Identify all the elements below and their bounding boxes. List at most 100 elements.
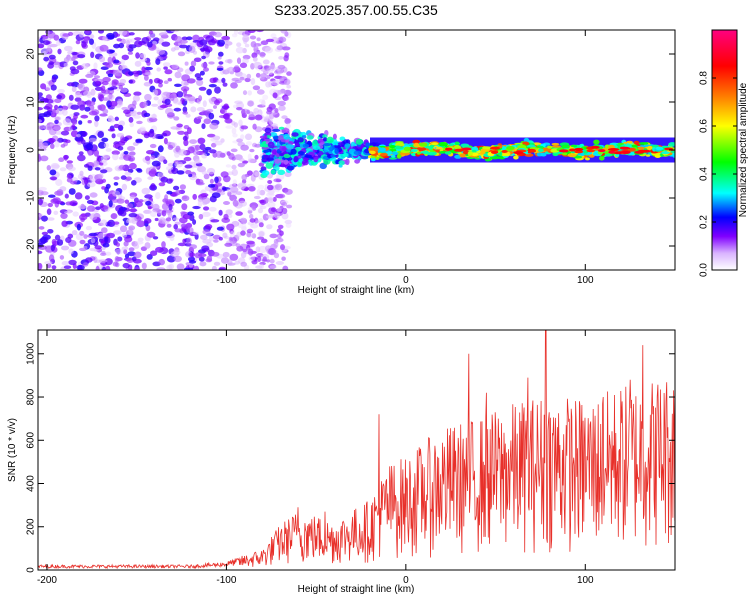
spectrogram-blob	[192, 205, 201, 210]
spectrogram-blob	[143, 218, 152, 224]
spectrogram-blob	[231, 169, 238, 176]
spectrogram-blob	[87, 205, 96, 212]
spectrogram-blob	[107, 117, 116, 123]
spectrogram-blob	[257, 207, 264, 214]
spectrogram-blob	[116, 133, 125, 138]
spectrogram-blob	[181, 203, 188, 211]
spectrogram-blob	[242, 90, 248, 96]
spectrogram-blob	[192, 193, 197, 200]
spectrogram-blob	[192, 231, 199, 236]
spectrogram-blob	[173, 255, 182, 263]
spectrogram-xtick-label: -200	[37, 275, 57, 286]
snr-series-line	[38, 330, 675, 570]
spectrogram-blob	[280, 159, 285, 163]
figure-title: S233.2025.357.00.55.C35	[274, 2, 438, 18]
spectrogram-blob	[113, 230, 122, 235]
spectrogram-blob	[247, 100, 254, 107]
spectrogram-blob	[56, 94, 62, 100]
spectrogram-blob	[365, 142, 370, 149]
spectrogram-blob	[192, 34, 200, 42]
spectrogram-blob	[111, 133, 116, 139]
spectrogram-blob	[286, 204, 293, 209]
spectrogram-blob	[470, 146, 479, 152]
spectrogram-blob	[174, 228, 183, 233]
spectrogram-blob	[113, 176, 120, 180]
spectrogram-blob	[183, 81, 189, 86]
spectrogram-blob	[301, 135, 307, 139]
spectrogram-ytick-label: 0	[26, 147, 37, 153]
spectrogram-blob	[88, 232, 98, 237]
spectrogram-blob	[128, 32, 135, 36]
spectrogram-blob	[77, 54, 86, 59]
spectrogram-blob	[54, 119, 59, 124]
spectrogram-blob	[323, 137, 328, 142]
spectrogram-blob	[203, 118, 212, 125]
spectrogram-blob	[223, 213, 229, 220]
spectrogram-blob	[416, 151, 421, 155]
spectrogram-blob	[50, 143, 55, 149]
spectrogram-blob	[67, 233, 74, 239]
spectrogram-blob	[216, 188, 223, 193]
spectrogram-blob	[256, 89, 265, 95]
spectrogram-blob	[283, 159, 289, 165]
spectrogram-blob	[164, 69, 173, 75]
spectrogram-blob	[88, 110, 98, 116]
spectrogram-blob	[174, 161, 183, 168]
spectrogram-blob	[269, 265, 277, 269]
spectrogram-blob	[99, 162, 104, 166]
spectrogram-blob	[157, 79, 164, 84]
spectrogram-blob	[273, 252, 280, 259]
colorbar: 0.0 0.2 0.4 0.6 0.8 Normalized spectral ampl…	[699, 29, 749, 277]
spectrogram-blob	[247, 30, 256, 33]
spectrogram-blob	[192, 150, 200, 156]
spectrogram-blob	[148, 117, 158, 123]
spectrogram-blob	[150, 155, 156, 160]
spectrogram-blob	[551, 145, 561, 148]
spectrogram-blob	[258, 231, 265, 237]
spectrogram-blob	[100, 169, 108, 174]
spectrogram-blob	[213, 261, 221, 266]
spectrogram-blob	[128, 79, 133, 84]
spectrogram-blob	[113, 43, 121, 49]
spectrogram-blob	[238, 119, 243, 127]
spectrogram-blob	[105, 265, 111, 270]
spectrogram-peak-blob	[598, 149, 606, 153]
spectrogram-blob	[272, 196, 277, 202]
spectrogram-blob	[161, 132, 168, 137]
spectrogram-blob	[201, 245, 210, 252]
spectrogram-blob	[94, 115, 100, 122]
spectrogram-blob	[196, 79, 204, 86]
spectrogram-blob	[204, 224, 213, 230]
spectrogram-blob	[210, 137, 219, 142]
spectrogram-blob	[68, 259, 77, 266]
spectrogram-blob	[124, 199, 130, 204]
spectrogram-blob	[166, 264, 173, 270]
spectrogram-blob	[146, 231, 156, 238]
spectrogram-blob	[203, 173, 210, 180]
spectrogram-blob	[238, 157, 245, 162]
spectrogram-peak-blob	[529, 149, 537, 153]
spectrogram-blob	[106, 32, 115, 40]
spectrogram-blob	[234, 65, 240, 70]
spectrogram-blob	[245, 141, 253, 146]
spectrogram-blob	[144, 242, 151, 249]
spectrogram-blob	[169, 235, 175, 242]
spectrogram-blob	[283, 96, 290, 101]
spectrogram-blob	[174, 83, 182, 88]
spectrogram-blob	[538, 148, 544, 152]
spectrogram-blob	[304, 154, 313, 158]
spectrogram-blob	[247, 90, 252, 96]
spectrogram-blob	[239, 62, 248, 69]
spectrogram-blob	[174, 71, 182, 79]
spectrogram-blob	[93, 62, 98, 70]
spectrogram-blob	[234, 79, 242, 84]
spectrogram-blob	[286, 71, 292, 76]
spectrogram-blob	[255, 246, 261, 253]
spectrogram-peak-blob	[491, 150, 499, 154]
spectrogram-blob	[375, 156, 380, 160]
spectrogram-blob	[129, 109, 137, 117]
spectrogram-blob	[52, 124, 61, 132]
spectrogram-blob	[269, 258, 275, 264]
spectrogram-blob	[101, 81, 109, 86]
